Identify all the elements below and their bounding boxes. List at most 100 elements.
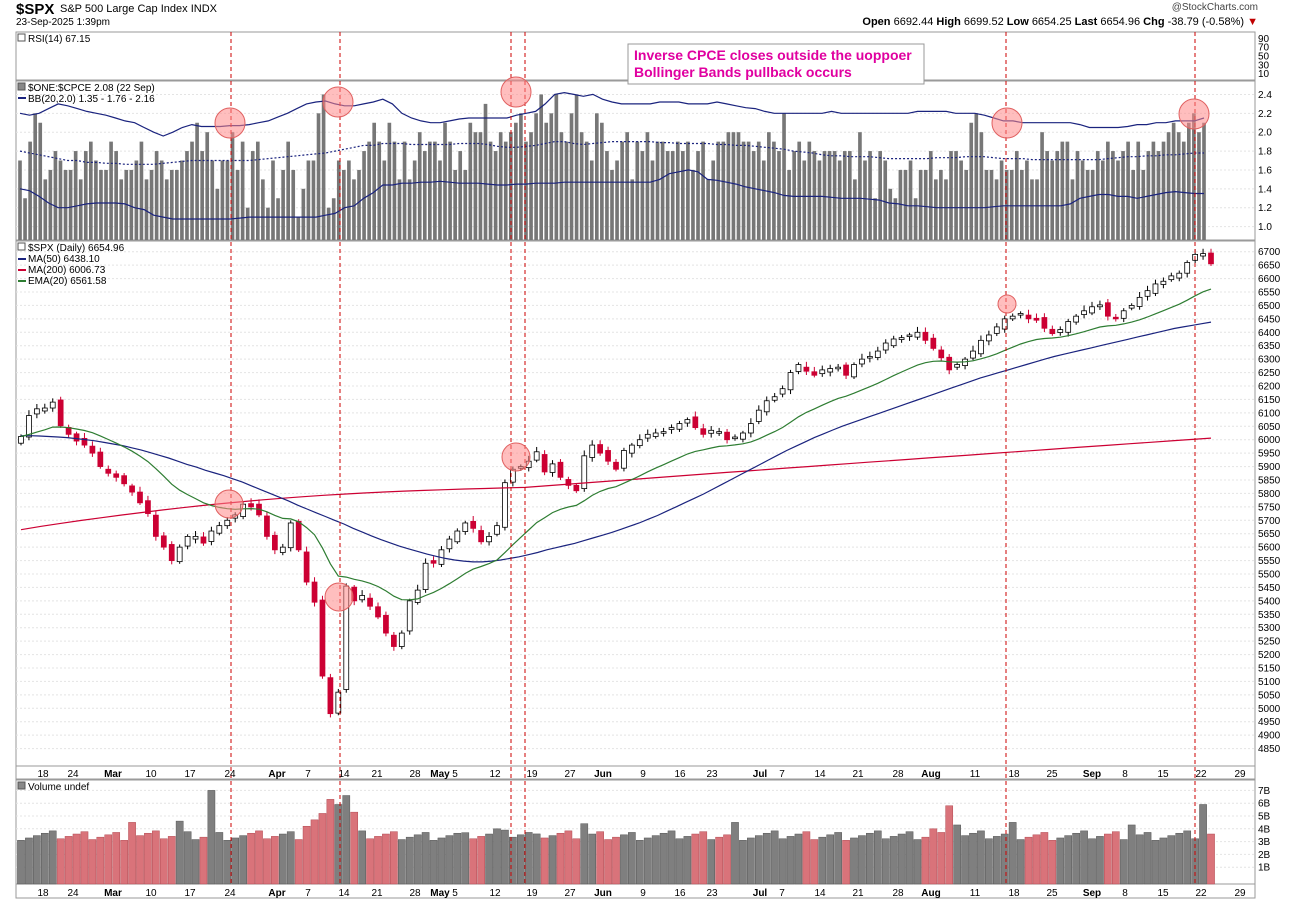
signal-marker <box>214 489 244 519</box>
xax1-tick: 28 <box>409 769 421 780</box>
candle-body <box>18 436 24 444</box>
volume-bar <box>1167 835 1176 885</box>
cpce-ytick: 2.4 <box>1258 90 1272 101</box>
cpce-bar <box>802 160 807 240</box>
cpce-bar <box>1126 141 1130 240</box>
candle-body <box>121 475 127 485</box>
volume-bar <box>286 831 295 885</box>
cpce-bar <box>1055 151 1060 240</box>
candle-body <box>192 536 199 540</box>
xax2-tick: Aug <box>921 888 940 899</box>
volume-bar <box>429 840 438 885</box>
xax2-tick: 25 <box>1046 888 1058 899</box>
cpce-bar <box>1090 169 1095 240</box>
price-ytick: 5550 <box>1258 556 1281 567</box>
candle-body <box>422 562 429 590</box>
volume-bar <box>770 830 779 885</box>
cpce-bar <box>498 132 503 240</box>
price-ytick: 5900 <box>1258 462 1281 473</box>
rsi-legend-swatch <box>17 33 26 42</box>
annotation-line1: Inverse CPCE closes outside the uoppoer <box>634 47 912 63</box>
candle-body <box>327 677 334 715</box>
candle-body <box>803 366 810 372</box>
candle-body <box>1033 317 1040 321</box>
volume-bar <box>556 832 565 885</box>
volume-bar <box>397 839 406 885</box>
cpce-bar <box>817 160 822 240</box>
xax1-tick: 9 <box>640 769 646 780</box>
candle-body <box>946 356 953 371</box>
volume-bar <box>374 836 382 885</box>
volume-bar <box>873 830 882 885</box>
cpce-bar <box>837 160 842 240</box>
cpce-bar <box>468 122 473 240</box>
cpce-bar <box>180 160 184 240</box>
xax2-tick: 18 <box>1008 888 1020 899</box>
volume-bar <box>762 832 771 885</box>
xax1-tick: 10 <box>145 769 157 780</box>
volume-bar <box>548 835 557 885</box>
cpce-bar <box>1197 132 1201 240</box>
xax2-tick: 18 <box>37 888 49 899</box>
candle-body <box>1105 302 1111 317</box>
candle-body <box>724 431 730 441</box>
cpce-bar <box>1161 141 1166 240</box>
candle-body <box>763 400 770 413</box>
cpce-bar <box>863 160 867 240</box>
volume-bar <box>1072 832 1080 885</box>
panel-frame-xax1 <box>15 765 1256 780</box>
price-ytick: 5950 <box>1258 449 1281 460</box>
xax2-tick: 24 <box>67 888 79 899</box>
cpce-bar <box>38 122 43 240</box>
chart-header: $SPX S&P 500 Large Cap Index INDX 23-Sep… <box>0 0 1300 32</box>
candle-body <box>208 530 215 542</box>
candle-body <box>621 450 627 469</box>
candle-body <box>176 546 183 563</box>
cpce-bar <box>706 179 710 240</box>
cpce-bar <box>650 160 655 240</box>
cpce-bar <box>736 132 741 240</box>
candle-body <box>153 514 159 537</box>
candle-body <box>1073 315 1079 323</box>
low-value: 6654.25 <box>1031 16 1072 28</box>
cpce-bar <box>827 151 832 240</box>
price-ytick: 5600 <box>1258 543 1281 554</box>
candle-body <box>367 597 373 607</box>
candle-body <box>160 535 167 548</box>
cpce-bar <box>726 132 731 240</box>
candle-body <box>684 419 691 424</box>
cpce-bar <box>255 141 260 240</box>
cpce-bar <box>812 151 817 240</box>
volume-bar <box>175 820 184 885</box>
cpce-bar <box>539 94 543 240</box>
cpce-ytick: 2.0 <box>1258 128 1272 139</box>
price-ytick: 6300 <box>1258 355 1281 366</box>
candle-body <box>462 522 469 532</box>
cpce-bar <box>94 160 98 240</box>
volume-bar <box>1024 836 1033 885</box>
brand-logo: @StockCharts.com <box>1171 2 1258 13</box>
price-ytick: 6700 <box>1258 247 1281 258</box>
volume-bar <box>866 832 874 885</box>
cpce-bar <box>923 169 928 240</box>
cpce-bar <box>261 179 265 240</box>
candle-body <box>898 337 905 340</box>
ma-legend-label: EMA(20) 6561.58 <box>28 276 107 287</box>
candle-body <box>993 326 1000 334</box>
signal-marker <box>500 76 532 108</box>
volume-bar <box>318 813 327 885</box>
cpce-bar <box>696 151 700 240</box>
candle-body <box>494 525 500 535</box>
volume-bar <box>945 805 954 885</box>
cpce-bar <box>407 179 412 240</box>
rsi-ytick: 70 <box>1258 43 1270 54</box>
cpce-bar <box>382 160 387 240</box>
candle-body <box>1136 296 1143 307</box>
xax1-tick: Sep <box>1083 769 1101 780</box>
xax2-tick: May <box>430 888 450 899</box>
price-label: $SPX (Daily) 6654.96 <box>28 243 125 254</box>
cpce-bar <box>514 122 518 240</box>
cpce-bar <box>635 141 640 240</box>
cpce-bar <box>387 122 392 240</box>
cpce-bar <box>1131 169 1135 240</box>
